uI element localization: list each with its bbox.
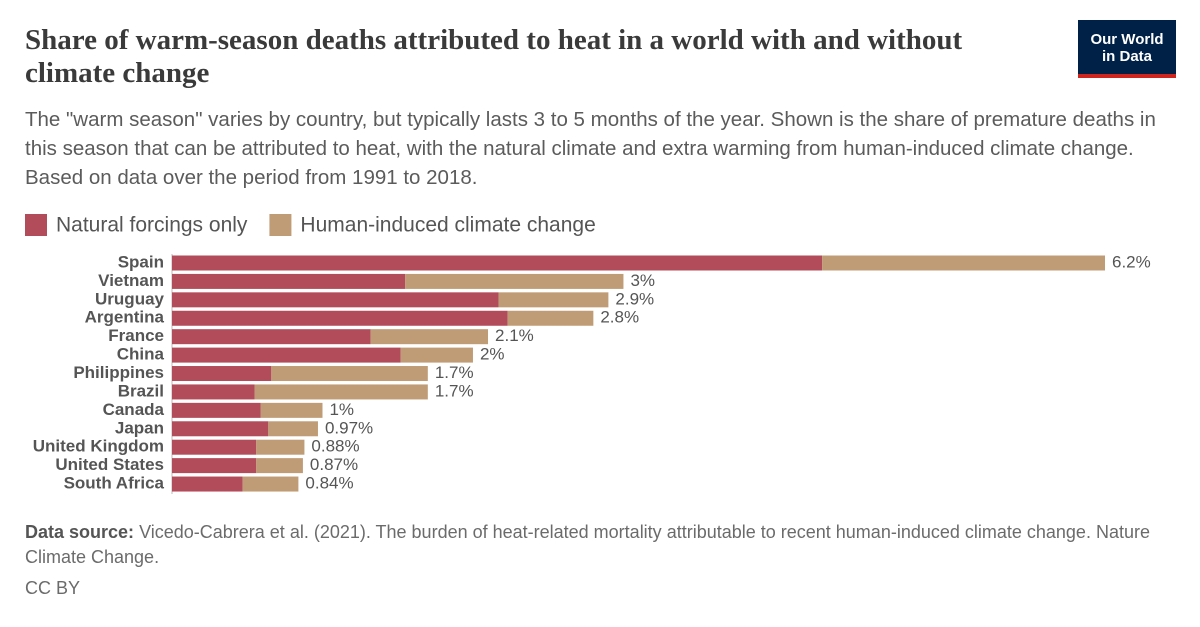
logo-line: Our World xyxy=(1090,31,1164,48)
y-tick-label: Argentina xyxy=(85,308,165,327)
bar-segment xyxy=(498,292,609,308)
legend-swatch xyxy=(269,214,292,236)
bar-segment xyxy=(172,439,257,455)
bar-segment xyxy=(172,366,272,382)
total-label: 2.8% xyxy=(600,308,639,327)
legend-label: Natural forcings only xyxy=(56,214,248,237)
bar-segment xyxy=(172,292,499,308)
total-label: 2.1% xyxy=(495,326,534,345)
total-label: 2% xyxy=(480,345,505,364)
bar-segment xyxy=(271,366,428,382)
bar-segment xyxy=(822,255,1105,271)
y-tick-label: Philippines xyxy=(73,363,164,382)
chart: Natural forcings only Human-induced clima… xyxy=(25,214,1151,494)
total-label: 0.97% xyxy=(325,418,373,437)
bar-segment xyxy=(172,402,261,418)
bar-segment xyxy=(268,421,318,437)
bar-segment xyxy=(507,310,594,326)
source: Vicedo-Cabrera et al. (2021). The burden… xyxy=(25,522,1150,567)
bar-segment xyxy=(400,347,473,363)
total-label: 3% xyxy=(630,271,655,290)
total-label: 2.9% xyxy=(615,289,654,308)
bar-segment xyxy=(256,439,305,455)
y-tick-label: Canada xyxy=(103,400,165,419)
bar-segment xyxy=(254,384,428,400)
y-tick-label: France xyxy=(108,326,164,345)
y-tick-label: United States xyxy=(55,455,164,474)
bar-segment xyxy=(172,329,371,345)
license: CC BY xyxy=(25,578,81,598)
y-tick-label: Uruguay xyxy=(95,289,165,308)
footer: Data source: Vicedo-Cabrera et al. (2021… xyxy=(25,520,1175,570)
logo-line: in Data xyxy=(1101,48,1152,65)
total-label: 1% xyxy=(329,400,354,419)
bar-segment xyxy=(172,458,257,474)
y-tick-label: Spain xyxy=(118,252,164,271)
y-tick-label: South Africa xyxy=(64,474,165,493)
bar-segment xyxy=(256,458,303,474)
bar-segment xyxy=(172,476,243,492)
chart-subtitle: The "warm season" varies by country, but… xyxy=(25,108,1156,189)
bar-segment xyxy=(370,329,489,345)
logo: Our World in Data xyxy=(1078,20,1176,78)
y-tick-label: Vietnam xyxy=(98,271,164,290)
bar-segment xyxy=(405,273,624,289)
bar-segment xyxy=(172,310,508,326)
total-label: 0.84% xyxy=(305,474,353,493)
bar-segment xyxy=(172,273,406,289)
bar-segment xyxy=(172,347,401,363)
legend-swatch xyxy=(25,214,47,236)
total-label: 0.87% xyxy=(310,455,358,474)
bar-segment xyxy=(260,402,323,418)
legend-label: Human-induced climate change xyxy=(300,214,595,237)
total-label: 0.88% xyxy=(311,437,359,456)
total-label: 6.2% xyxy=(1112,252,1151,271)
bar-segment xyxy=(242,476,299,492)
bar-segment xyxy=(172,384,255,400)
source-label: Data source: xyxy=(25,522,135,542)
chart-title: Share of warm-season deaths attributed t… xyxy=(25,24,963,89)
y-tick-label: Brazil xyxy=(118,381,164,400)
bar-segment xyxy=(172,255,823,271)
y-tick-label: Japan xyxy=(115,418,164,437)
bar-segment xyxy=(172,421,269,437)
total-label: 1.7% xyxy=(435,381,474,400)
y-tick-label: China xyxy=(117,345,165,364)
total-label: 1.7% xyxy=(435,363,474,382)
y-tick-label: United Kingdom xyxy=(33,437,164,456)
